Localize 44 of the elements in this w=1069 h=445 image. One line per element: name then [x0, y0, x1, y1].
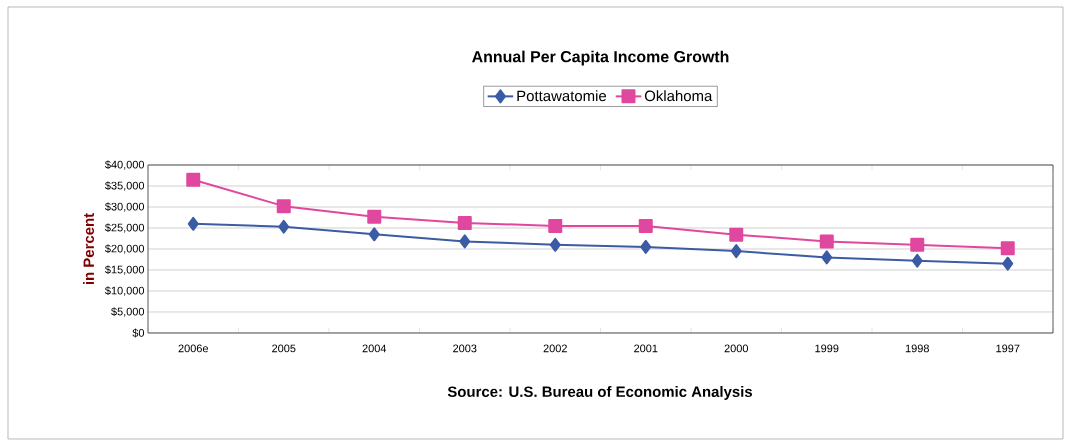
point: [367, 209, 382, 224]
point: [548, 218, 563, 233]
y-tick-label: $15,000: [105, 265, 145, 275]
chart-title: Annual Per Capita Income Growth: [472, 50, 729, 66]
point: [187, 216, 199, 231]
point: [911, 253, 923, 268]
point: [819, 234, 834, 249]
y-tick-label: $30,000: [105, 202, 145, 212]
source-note: Source: U.S. Bureau of Economic Analysis: [447, 386, 753, 400]
point: [638, 218, 653, 233]
x-tick-label: 1998: [905, 344, 929, 353]
x-tick-label: 2003: [453, 344, 477, 353]
point: [730, 244, 742, 259]
x-tick-label: 2002: [543, 344, 567, 353]
y-tick-label: $35,000: [105, 181, 145, 191]
y-tick-label: $25,000: [105, 223, 145, 233]
y-tick-label: $40,000: [105, 160, 145, 170]
x-tick-label: 2004: [362, 344, 387, 353]
point: [276, 199, 291, 214]
legend-label: Oklahoma: [644, 90, 713, 102]
point: [1002, 256, 1014, 271]
point: [278, 219, 290, 234]
y-axis-title: in Percent: [83, 213, 95, 285]
point: [186, 172, 201, 187]
y-tick-label: $5,000: [111, 307, 145, 317]
y-tick-label: $10,000: [105, 286, 145, 296]
x-tick-label: 2005: [272, 344, 296, 353]
x-tick-label: 1997: [996, 344, 1020, 353]
point: [1000, 241, 1015, 256]
point: [910, 237, 925, 252]
x-tick-label: 2006e: [178, 344, 209, 353]
point: [457, 215, 472, 230]
x-tick-label: 1999: [815, 344, 839, 353]
legend-label: Pottawatomie: [517, 90, 607, 102]
y-tick-label: $0: [132, 328, 145, 338]
point: [459, 234, 471, 249]
point: [640, 239, 652, 254]
x-tick-label: 2001: [634, 344, 658, 353]
x-tick-label: 2000: [724, 344, 748, 353]
y-tick-label: $20,000: [105, 244, 145, 254]
point: [368, 227, 380, 242]
point: [729, 227, 744, 242]
point: [549, 237, 561, 252]
point: [821, 250, 833, 265]
